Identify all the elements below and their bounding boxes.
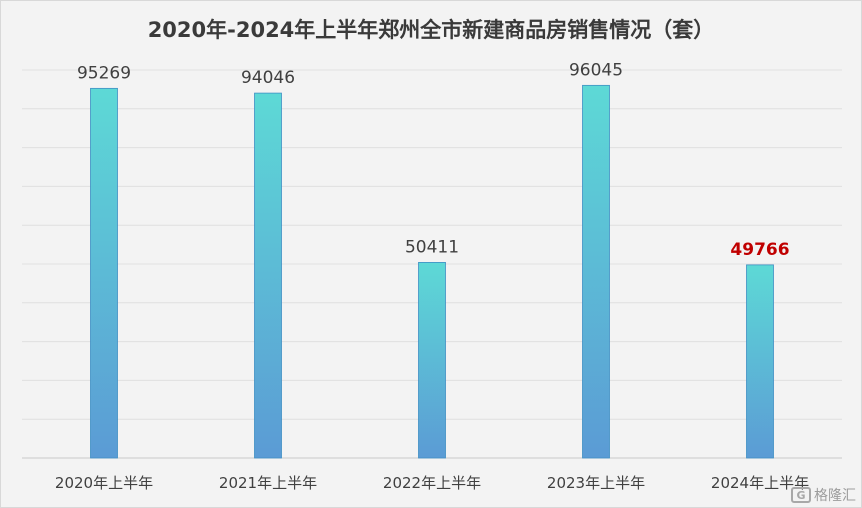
- x-tick-label-1: 2021年上半年: [219, 474, 317, 492]
- bar-1: [254, 92, 282, 459]
- data-label-2: 50411: [405, 237, 459, 257]
- data-label-0: 95269: [77, 63, 131, 83]
- bar-3: [582, 84, 610, 459]
- bar-4: [746, 264, 774, 459]
- data-label-4: 49766: [730, 240, 789, 260]
- x-axis-ticks: 2020年上半年 2021年上半年 2022年上半年 2023年上半年 2024年上半年: [55, 474, 809, 492]
- data-label-1: 94046: [241, 68, 295, 88]
- data-label-3: 96045: [569, 60, 623, 80]
- chart-title: 2020年-2024年上半年郑州全市新建商品房销售情况（套）: [147, 18, 715, 42]
- watermark: G 格隆汇: [791, 485, 856, 505]
- x-tick-label-3: 2023年上半年: [547, 474, 645, 492]
- x-tick-label-4: 2024年上半年: [711, 474, 809, 492]
- watermark-logo-icon: G: [791, 487, 811, 503]
- bars: [90, 84, 774, 459]
- bar-0: [90, 87, 118, 459]
- watermark-text: 格隆汇: [814, 488, 856, 504]
- bar-2: [418, 262, 446, 459]
- x-tick-label-0: 2020年上半年: [55, 474, 153, 492]
- x-tick-label-2: 2022年上半年: [383, 474, 481, 492]
- data-labels: 95269 94046 50411 96045 49766: [77, 60, 790, 260]
